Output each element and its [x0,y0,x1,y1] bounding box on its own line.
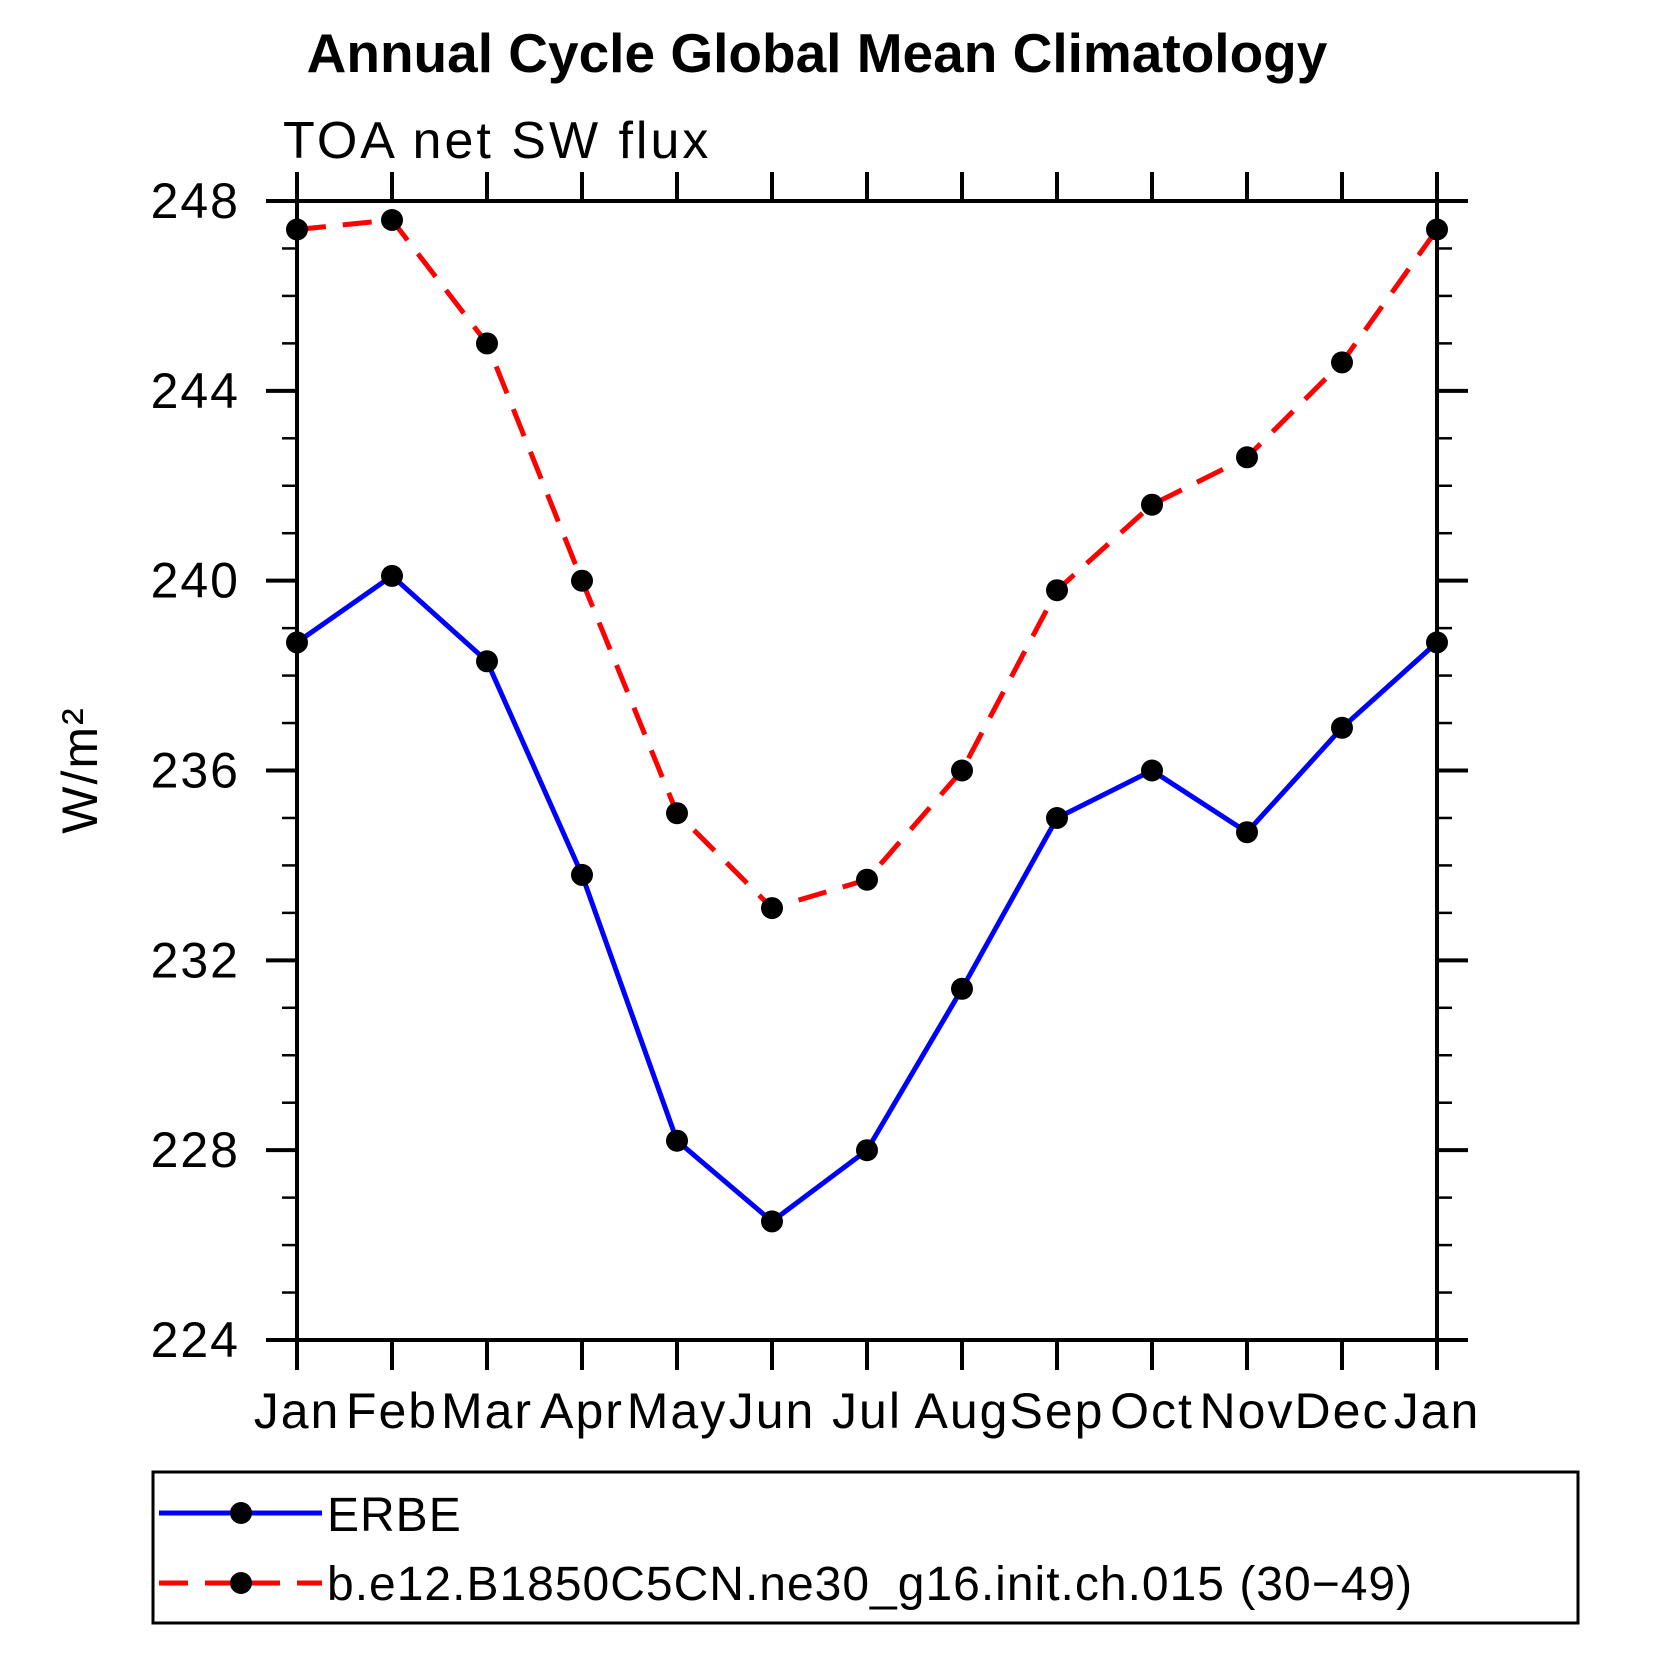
data-point-marker [951,977,973,1000]
chart-title: Annual Cycle Global Mean Climatology [307,22,1328,84]
x-tick-label: Apr [540,1383,624,1439]
data-point-marker [856,868,878,891]
series-line-0 [295,572,1439,1225]
legend-sample-marker-0 [230,1502,252,1524]
x-tick-label: Dec [1295,1383,1390,1439]
legend-line-samples [159,1502,322,1594]
legend: ERBE b.e12.B1850C5CN.ne30_g16.init.ch.01… [151,1470,1580,1625]
legend-box [151,1470,1580,1625]
data-point-marker [286,218,308,241]
y-tick-label: 248 [151,173,240,229]
data-point-marker [761,1210,783,1233]
legend-label-model: b.e12.B1850C5CN.ne30_g16.init.ch.015 (30… [327,1558,1413,1611]
data-point-marker [856,1139,878,1162]
legend-sample-marker-1 [230,1572,252,1594]
x-tick-label: Oct [1110,1383,1194,1439]
series-0 [286,564,1448,1233]
y-tick-label: 228 [151,1122,240,1178]
x-tick-label: Aug [915,1383,1010,1439]
data-point-marker [1331,351,1353,374]
x-tick-label: Jul [832,1383,902,1439]
plot-frame [295,199,1439,1342]
data-point-marker [666,802,688,825]
data-point-marker [1331,716,1353,739]
x-tick-label: Jun [729,1383,816,1439]
x-tick-label: Mar [441,1383,533,1439]
series-line-1 [296,217,1440,911]
data-point-marker [1426,631,1448,654]
data-point-marker [1046,579,1068,602]
series-1 [286,209,1448,920]
y-axis-title: W/m² [52,706,108,833]
y-tick-label: 224 [151,1312,240,1368]
y-tick-label: 232 [151,932,240,988]
y-tick-label: 244 [151,363,240,419]
legend-label-erbe: ERBE [327,1489,462,1542]
data-point-marker [1426,218,1448,241]
chart-subtitle: TOA net SW flux [283,112,711,170]
data-point-marker [476,332,498,355]
data-point-marker [951,759,973,782]
y-tick-label: 240 [151,553,240,609]
data-point-marker [476,650,498,673]
data-point-marker [1236,446,1258,469]
x-tick-label: Jan [254,1383,341,1439]
data-point-marker [286,631,308,654]
data-point-marker [381,564,403,587]
data-point-marker [1046,807,1068,829]
x-tick-label: Jan [1394,1383,1481,1439]
data-point-marker [381,209,403,231]
data-series [286,209,1448,1233]
y-tick-label: 236 [151,743,240,799]
x-tick-label: May [627,1383,727,1439]
data-point-marker [761,897,783,920]
data-point-marker [571,569,593,592]
x-tick-label: Feb [346,1383,438,1439]
x-tick-label: Nov [1200,1383,1295,1439]
data-point-marker [571,863,593,886]
data-point-marker [1236,821,1258,844]
x-tick-label: Sep [1010,1383,1105,1439]
plot-frame-rect [295,199,1439,1342]
data-point-marker [666,1129,688,1152]
data-point-marker [1141,759,1163,782]
data-point-marker [1141,493,1163,516]
